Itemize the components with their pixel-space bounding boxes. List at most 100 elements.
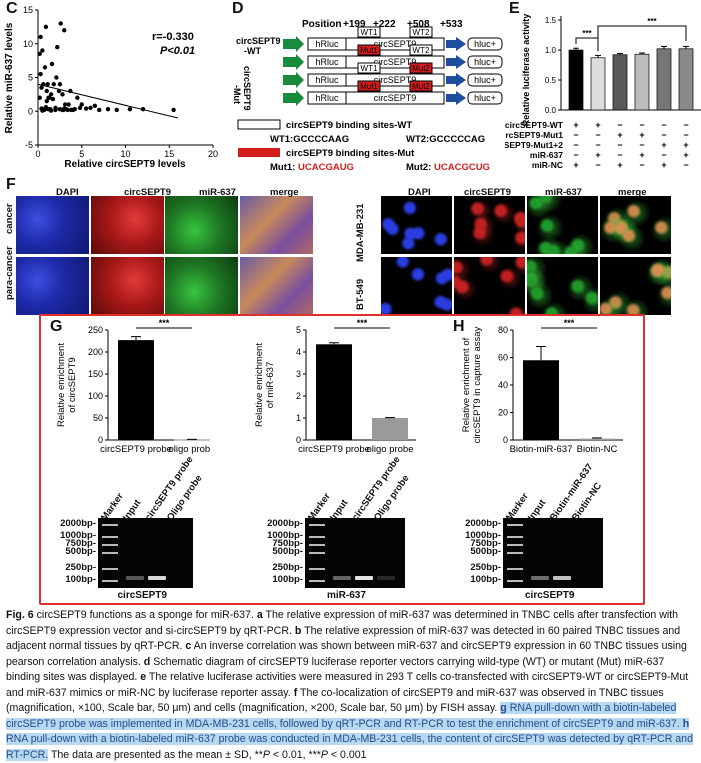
scatter-point	[54, 75, 59, 80]
caption-fig: Fig. 6	[6, 609, 34, 621]
wt2-seq: WT2:GCCCCCAG	[406, 134, 485, 145]
e-row-mark: −	[683, 120, 688, 130]
f-row-cancer: cancer	[4, 203, 15, 234]
f-right-col-mir: miR-637	[545, 187, 582, 198]
sample-band	[553, 576, 571, 580]
site1-label: WT1	[361, 64, 378, 73]
scatter-point	[66, 102, 71, 107]
y-tick-label: 0	[98, 435, 103, 445]
reporter-arrow	[446, 91, 466, 105]
marker-size-label: 1000bp-	[465, 530, 501, 541]
f-left-col-merge: merge	[270, 187, 299, 198]
e-row-mark: −	[573, 150, 578, 160]
y-tick-label: 40	[498, 380, 508, 390]
caption-text-14: < 0.001	[327, 748, 367, 761]
reporter-arrow	[446, 37, 466, 51]
scatter-point	[51, 82, 56, 87]
scatter-point	[75, 95, 80, 100]
site1-box	[357, 62, 381, 74]
caption-text-10: The data are presented as the mean ± SD,…	[48, 748, 263, 761]
scatter-point	[57, 107, 63, 112]
ladder-band	[102, 536, 118, 538]
e-row-mark: +	[661, 140, 666, 150]
caption-label-a: a	[256, 609, 263, 621]
promoter-arrow	[283, 36, 304, 52]
position-label: Position	[302, 19, 341, 30]
scatter-point	[46, 95, 51, 100]
enrichment-bar	[372, 418, 408, 440]
circ-label: circSEPT9	[374, 93, 417, 103]
ladder-band	[102, 580, 118, 582]
wt1-seq: WT1:GCCCCAAG	[270, 134, 349, 145]
mut1-seq-label: Mut1:	[270, 162, 295, 173]
y-tick-label: 0	[28, 106, 33, 116]
e-row-label: circSEPT9-Mut1+2	[505, 140, 563, 150]
marker-size-label: 250bp-	[470, 562, 501, 573]
sample-band	[531, 576, 549, 580]
caption-label-h: h	[682, 717, 690, 730]
f-right-col-circ: circSEPT9	[464, 187, 511, 198]
caption-label-b: b	[294, 624, 302, 637]
site2-label: Mut2	[412, 64, 430, 73]
ladder-band	[309, 568, 325, 570]
y-axis-label: Relative enrichment of	[461, 337, 472, 432]
f-row-bt549: BT-549	[355, 278, 366, 310]
e-row-mark: +	[595, 120, 600, 130]
e-row-mark: −	[595, 160, 600, 170]
gel-title: miR-637	[327, 590, 366, 601]
marker-size-label: 750bp-	[470, 538, 501, 549]
e-bar	[612, 54, 628, 111]
panel-letter-g: G	[50, 318, 63, 335]
circ-box	[345, 91, 445, 105]
scatter-point	[79, 102, 84, 107]
panel-letter-c: C	[6, 0, 18, 17]
enrichment-chart-h: 0 20 40 60 80 Biotin-miR-637 Biotin-NC *** Relat…	[461, 318, 623, 455]
y-tick-label: 80	[498, 325, 508, 335]
caption-text-7: The co-localization of circSEPT9 and miR…	[6, 686, 664, 715]
e-row-label: miR-637	[530, 150, 563, 160]
y-tick-label: 60	[498, 353, 508, 363]
gel-title: circSEPT9	[117, 590, 167, 601]
e-row-mark: +	[573, 160, 578, 170]
ladder-band	[309, 580, 325, 582]
sample-band	[333, 576, 351, 580]
f-row-mda: MDA-MB-231	[355, 203, 366, 262]
scatter-point	[58, 21, 63, 26]
e-row-mark: −	[683, 130, 688, 140]
pos-533: +533	[440, 19, 463, 30]
legend-wt: circSEPT9 binding sites-WT	[286, 120, 412, 131]
enrichment-bar	[174, 439, 210, 441]
site1-box	[357, 26, 381, 38]
ladder-band	[102, 552, 118, 554]
cell-micrograph	[600, 196, 671, 254]
y-axis-label: Relative enrichment	[56, 343, 67, 427]
marker-size-label: 250bp-	[65, 562, 96, 573]
f-left-col-circ: circSEPT9	[124, 187, 171, 198]
circ-label: circSEPT9	[374, 57, 417, 67]
category-label: circSEPT9 probe	[298, 444, 370, 455]
y-tick-label: 4	[296, 347, 301, 357]
mut-label-2: -Mut	[232, 85, 242, 104]
e-row-mark: −	[639, 160, 644, 170]
tissue-micrograph	[240, 257, 313, 315]
e-row-mark: +	[573, 120, 578, 130]
e-row-mark: +	[683, 140, 688, 150]
pos-508: +508	[407, 19, 430, 30]
ladder-band	[507, 568, 523, 570]
e-row-mark: −	[617, 120, 622, 130]
scatter-point	[88, 105, 93, 111]
category-label: Biotin-NC	[577, 444, 618, 455]
y-tick-label: 0	[296, 435, 301, 445]
marker-size-label: 1000bp-	[267, 530, 303, 541]
e-row-mark: +	[639, 150, 644, 160]
x-axis-label: Relative circSEPT9 levels	[64, 159, 186, 170]
mut-label: circSEPT9	[242, 66, 252, 111]
marker-size-label: 2000bp-	[60, 518, 96, 529]
scatter-point	[65, 107, 70, 113]
scatter-point	[57, 82, 63, 87]
enrichment-bar	[118, 340, 154, 440]
e-y-tick-label: 1.0	[545, 46, 557, 55]
cell-micrograph	[381, 257, 452, 315]
figure-caption: Fig. 6 circSEPT9 functions as a sponge f…	[6, 608, 696, 763]
